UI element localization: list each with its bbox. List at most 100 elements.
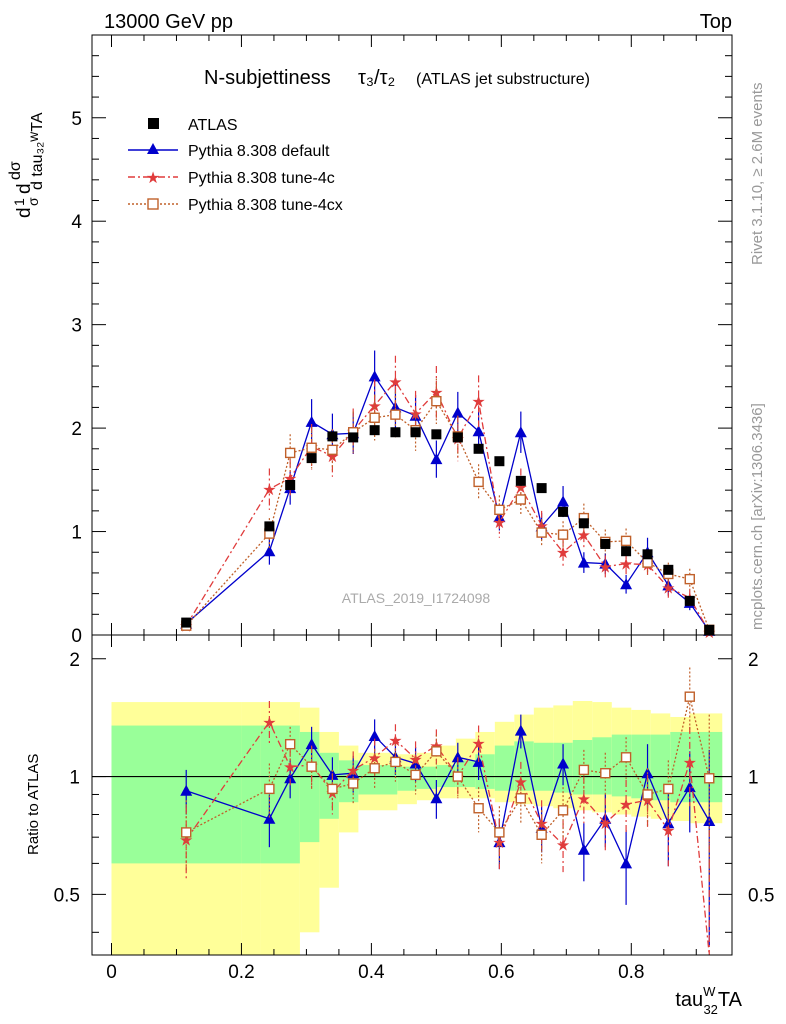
ratio-bands <box>111 700 723 955</box>
point-atlas <box>515 475 526 486</box>
point-4c: ★ <box>577 791 591 808</box>
ratio-y-tick-label: 0.5 <box>54 885 80 906</box>
point-atlas <box>473 443 484 454</box>
watermark: ATLAS_2019_I1724098 <box>342 590 491 606</box>
point-4cx <box>684 691 695 702</box>
point-atlas <box>452 432 463 443</box>
point-4c: ★ <box>346 763 360 780</box>
band-green <box>241 725 261 864</box>
point-default <box>263 545 276 557</box>
point-4cx <box>536 829 547 840</box>
legend-marker-default <box>147 143 159 154</box>
band-green <box>670 731 690 803</box>
band-green <box>533 742 554 791</box>
ratio-frame <box>91 634 733 956</box>
point-4cx <box>473 803 484 814</box>
point-4cx <box>642 789 653 800</box>
point-4c: ★ <box>661 823 675 840</box>
point-4cx <box>620 752 632 763</box>
point-atlas <box>684 595 695 606</box>
band-green <box>514 741 534 791</box>
svg-text:1: 1 <box>11 198 27 206</box>
point-atlas <box>642 549 653 560</box>
ratio-y-label: Ratio to ATLAS <box>25 754 42 855</box>
band-green <box>416 766 437 789</box>
point-atlas <box>264 521 275 532</box>
main-y-tick-label: 1 <box>71 523 82 544</box>
point-atlas <box>369 425 380 436</box>
point-atlas <box>431 429 442 440</box>
point-4cx <box>347 778 359 789</box>
point-4c: ★ <box>514 775 528 792</box>
point-4c: ★ <box>388 375 402 392</box>
point-4c: ★ <box>262 715 276 732</box>
point-atlas <box>704 624 715 635</box>
x-tick-label: 0.8 <box>618 962 644 983</box>
svg-text:σ: σ <box>25 197 41 206</box>
point-4c: ★ <box>577 528 591 545</box>
band-green <box>611 734 632 797</box>
point-4cx <box>494 827 505 838</box>
legend-marker-4c: ★ <box>146 170 160 187</box>
point-4cx <box>327 783 338 795</box>
point-4cx <box>306 442 317 453</box>
point-4cx <box>557 805 569 816</box>
main-y-tick-label: 3 <box>71 316 82 337</box>
point-default <box>472 425 485 437</box>
legend: ATLAS Pythia 8.308 default ★ Pythia 8.30… <box>128 117 343 214</box>
point-4cx <box>536 527 547 538</box>
point-atlas <box>306 453 317 464</box>
point-atlas <box>327 431 338 442</box>
band-green <box>689 731 710 803</box>
point-default <box>620 578 633 590</box>
point-default <box>493 836 506 848</box>
axes-layer: 0 0.2 0.4 0.6 0.8 0 1 2 3 4 5 0.5 0.5 1 1 2 2 <box>54 35 774 983</box>
point-atlas <box>536 483 547 494</box>
svg-text:dσ: dσ <box>7 161 24 180</box>
point-default <box>180 784 193 796</box>
point-atlas <box>621 546 632 557</box>
series-line-main <box>185 380 710 633</box>
svg-text:d: d <box>14 183 35 194</box>
point-4c: ★ <box>683 755 697 772</box>
point-default <box>263 812 276 824</box>
point-4c: ★ <box>556 838 570 855</box>
point-atlas <box>348 432 359 443</box>
point-4cx <box>431 396 442 407</box>
main-y-tick-label: 2 <box>71 419 82 440</box>
point-4cx <box>284 447 296 459</box>
point-default <box>368 729 381 741</box>
legend-marker-4cx <box>147 198 159 210</box>
point-4cx <box>369 763 380 774</box>
point-4cx <box>704 773 715 784</box>
band-green <box>709 731 723 803</box>
plot-title: N-subjettiness <box>204 67 331 89</box>
point-4c: ★ <box>598 560 612 577</box>
point-4c: ★ <box>262 482 276 499</box>
point-4c: ★ <box>367 398 381 415</box>
point-4cx <box>264 783 275 795</box>
point-4c: ★ <box>283 760 297 777</box>
point-default <box>451 406 464 418</box>
point-4c: ★ <box>471 736 485 753</box>
point-default <box>305 415 318 427</box>
point-4c: ★ <box>661 580 675 597</box>
point-4c: ★ <box>619 797 633 814</box>
point-atlas <box>181 617 192 628</box>
point-4c: ★ <box>619 557 633 574</box>
point-default <box>557 757 570 769</box>
legend-label-4cx: Pythia 8.308 tune-4cx <box>188 197 343 214</box>
point-4cx <box>284 738 296 750</box>
legend-marker-atlas <box>148 118 159 129</box>
rivet-label: Rivet 3.1.10, ≥ 2.6M events <box>749 83 766 266</box>
point-4cx <box>452 771 464 782</box>
ratio-y-tick-label-right: 1 <box>748 768 759 789</box>
point-atlas <box>494 456 505 467</box>
main-y-label: d 1 σ d dσ d tau₃₂ᵂTA <box>7 112 46 218</box>
band-green <box>592 737 612 795</box>
point-default <box>577 843 590 855</box>
header-left: 13000 GeV pp <box>104 11 233 33</box>
point-4cx <box>684 573 695 585</box>
point-4c: ★ <box>408 752 422 769</box>
point-default <box>514 426 527 438</box>
